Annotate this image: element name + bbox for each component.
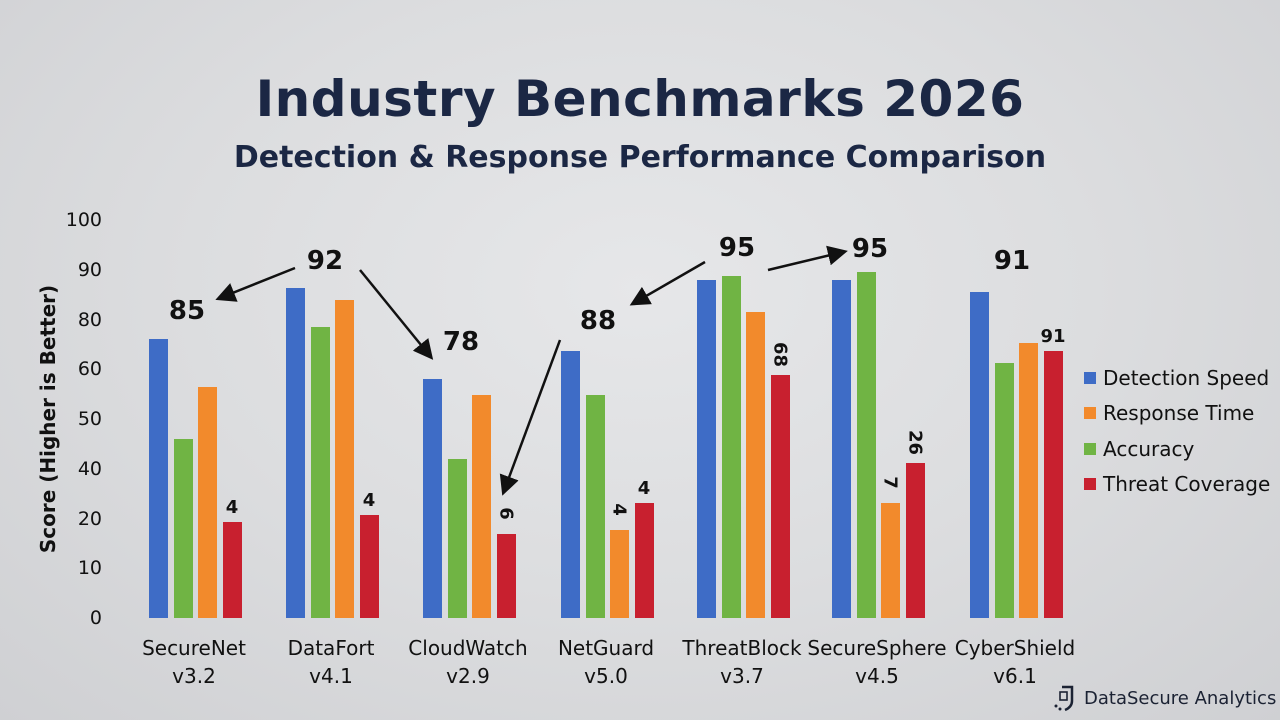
category-label: DataFort v4.1 <box>261 634 401 690</box>
bar-detection-speed <box>831 279 851 618</box>
overall-score-label: 91 <box>993 246 1031 276</box>
bar-accuracy <box>173 438 193 618</box>
category-name: SecureNet <box>142 636 246 660</box>
bar-response-time <box>1018 343 1038 618</box>
arrow <box>359 269 434 360</box>
category-name: DataFort <box>287 636 375 660</box>
y-tick-label: 50 <box>77 408 102 430</box>
bar-response-time <box>745 311 765 618</box>
bar-detection-speed <box>285 287 305 618</box>
category-version: v6.1 <box>993 664 1037 688</box>
bar-response-time <box>609 530 629 618</box>
data-label: 91 <box>1040 326 1066 348</box>
bar-accuracy <box>721 275 741 618</box>
bar-threat-coverage <box>770 375 790 618</box>
overall-score-label: 95 <box>851 234 889 264</box>
category-version: v4.1 <box>309 664 353 688</box>
category-name: NetGuard <box>557 636 655 660</box>
bar-accuracy <box>856 271 876 618</box>
y-tick-label: 80 <box>77 308 102 331</box>
bar-response-time <box>197 387 217 618</box>
category-name: ThreatBlock <box>682 636 802 660</box>
bar-detection-speed <box>969 291 989 618</box>
category-label: ThreatBlock v3.7 <box>672 634 812 690</box>
bar-accuracy <box>994 363 1014 618</box>
brand-logo-icon <box>1054 685 1074 712</box>
bar-threat-coverage <box>1043 351 1063 618</box>
legend: Detection Speed Response Time Accuracy Thre… <box>1084 360 1270 502</box>
arrow <box>629 260 706 306</box>
category-label: CloudWatch v2.9 <box>398 634 538 690</box>
bar-response-time <box>334 299 354 618</box>
category-version: v5.0 <box>584 664 628 688</box>
category-version: v2.9 <box>446 664 490 688</box>
bar-threat-coverage <box>222 522 242 618</box>
overall-score-label: 92 <box>306 246 344 276</box>
category-version: v3.2 <box>172 664 216 688</box>
legend-swatch <box>1084 442 1096 455</box>
legend-swatch <box>1084 371 1096 384</box>
category-name: CloudWatch <box>408 636 528 660</box>
bar-response-time <box>471 395 491 618</box>
chart-subtitle: Detection & Response Performance Compari… <box>233 140 1047 175</box>
legend-item: Threat Coverage <box>1084 467 1270 503</box>
y-tick-label: 60 <box>77 358 102 381</box>
bar-detection-speed <box>560 351 580 618</box>
brand-name: DataSecure Analytics <box>1084 687 1277 709</box>
bar-detection-speed <box>696 279 716 618</box>
category-version: v4.5 <box>855 664 899 688</box>
category-label: SecureNet v3.2 <box>124 634 264 690</box>
legend-item: Detection Speed <box>1084 360 1270 396</box>
legend-swatch <box>1084 407 1096 420</box>
y-tick-label: 20 <box>77 507 102 530</box>
legend-label: Accuracy <box>1103 436 1195 461</box>
data-label: 4 <box>362 489 376 511</box>
data-label: 4 <box>637 477 651 499</box>
category-name: CyberShield <box>954 636 1076 660</box>
y-tick-label: 100 <box>65 209 102 231</box>
bar-response-time <box>880 502 900 618</box>
legend-item: Accuracy <box>1084 431 1270 467</box>
bar-accuracy <box>310 327 330 618</box>
category-label: NetGuard v5.0 <box>536 634 676 690</box>
arrow <box>767 245 848 272</box>
bar-detection-speed <box>422 379 442 618</box>
bar-threat-coverage <box>905 462 925 618</box>
category-label: SecureSphere v4.5 <box>807 634 947 690</box>
bar-threat-coverage <box>496 534 516 618</box>
overall-score-label: 95 <box>718 233 756 263</box>
brand: DataSecure Analytics <box>1052 684 1276 712</box>
y-tick-label: 10 <box>77 557 102 580</box>
y-tick-label: 90 <box>77 258 102 281</box>
category-label: CyberShield v6.1 <box>945 634 1085 690</box>
category-version: v3.7 <box>720 664 764 688</box>
chart-title: Industry Benchmarks 2026 <box>255 70 1025 128</box>
bar-threat-coverage <box>359 514 379 618</box>
overall-score-label: 85 <box>168 296 206 326</box>
bar-accuracy <box>585 395 605 618</box>
bar-threat-coverage <box>634 502 654 618</box>
bar-accuracy <box>447 458 467 618</box>
overall-score-label: 78 <box>442 327 480 357</box>
arrow <box>499 339 562 496</box>
data-label: 4 <box>225 497 239 519</box>
legend-label: Threat Coverage <box>1103 472 1271 497</box>
bar-detection-speed <box>148 339 168 618</box>
y-tick-label: 40 <box>77 457 102 480</box>
arrow <box>215 266 296 302</box>
category-name: SecureSphere <box>807 636 947 660</box>
legend-label: Response Time <box>1103 401 1255 426</box>
legend-label: Detection Speed <box>1103 365 1270 390</box>
y-tick-label: 0 <box>89 607 102 629</box>
overall-score-label: 88 <box>579 306 617 336</box>
legend-swatch <box>1084 478 1096 491</box>
legend-item: Response Time <box>1084 396 1270 432</box>
